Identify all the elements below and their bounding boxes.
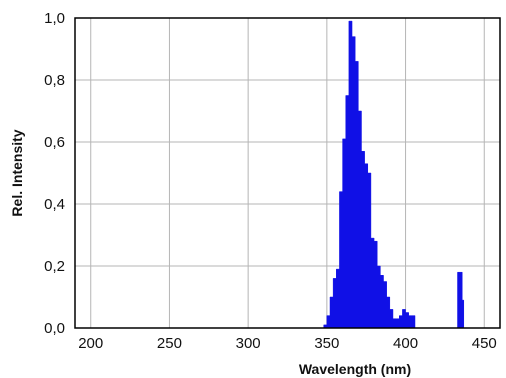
y-tick-label: 0,2 [44, 258, 65, 275]
x-tick-label: 250 [157, 335, 182, 352]
plot-frame [74, 17, 501, 329]
x-tick-label: 350 [314, 335, 339, 352]
y-tick-label: 0,4 [44, 196, 65, 213]
y-tick-label: 1,0 [44, 10, 65, 27]
y-tick-label: 0,0 [44, 320, 65, 337]
y-tick-label: 0,6 [44, 134, 65, 151]
x-tick-label: 200 [78, 335, 103, 352]
grid [75, 17, 500, 329]
spectrum-band [317, 20, 416, 329]
tick-labels: 200 250 300 350 400 450 0,0 0,2 0,4 0,6 0,8 1,0 [44, 10, 497, 352]
spectrum-band [455, 271, 465, 329]
data-area [317, 20, 465, 329]
x-tick-label: 450 [472, 335, 497, 352]
x-tick-label: 400 [393, 335, 418, 352]
x-axis-label: Wavelength (nm) [299, 361, 411, 377]
y-axis-label: Rel. Intensity [9, 129, 25, 216]
y-tick-label: 0,8 [44, 72, 65, 89]
x-tick-label: 300 [236, 335, 261, 352]
